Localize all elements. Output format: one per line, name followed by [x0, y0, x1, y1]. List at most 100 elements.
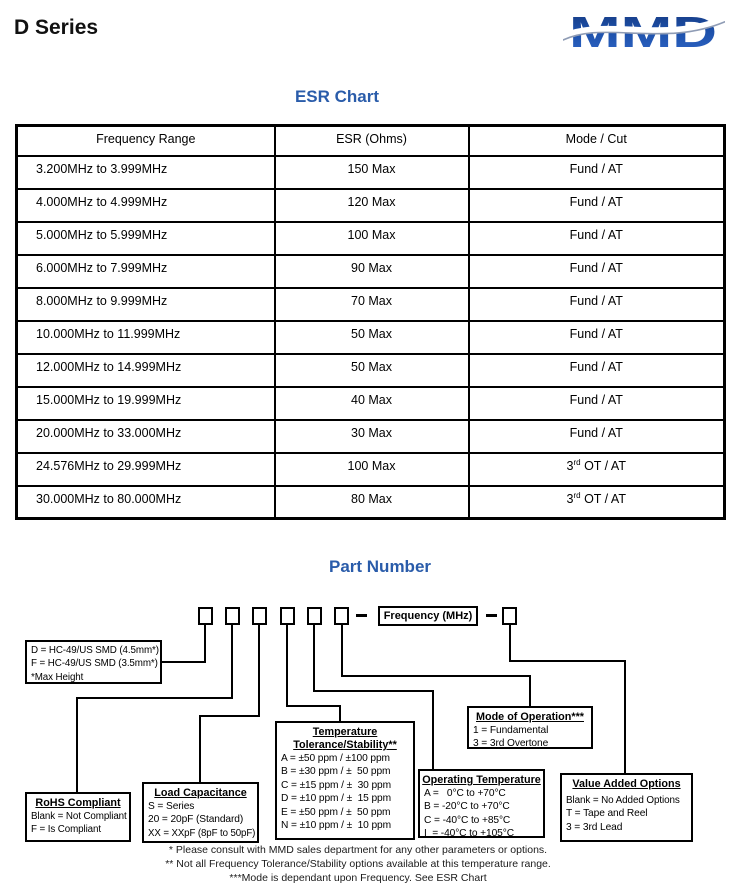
value-added-options-legend-box: Value Added Options Blank = No Added Opt… — [560, 773, 693, 842]
connector-line — [624, 660, 626, 774]
legend-title: Mode of Operation*** — [476, 711, 584, 723]
legend-line: D = HC-49/US SMD (4.5mm*) — [31, 645, 159, 656]
connector-line — [432, 690, 434, 770]
table-row: 8.000MHz to 9.999MHz 70 Max Fund / AT — [15, 286, 726, 322]
pn-digit-box-mode — [334, 607, 349, 625]
legend-line: 20 = 20pF (Standard) — [148, 814, 244, 826]
connector-line — [76, 697, 78, 793]
mode-cell: Fund / AT — [467, 286, 726, 322]
mode-cell: Fund / AT — [467, 319, 726, 355]
table-row: 30.000MHz to 80.000MHz 80 Max 3rd OT / A… — [15, 484, 726, 520]
frequency-box: Frequency (MHz) — [378, 606, 478, 626]
connector-line — [199, 715, 260, 717]
mode-cell: Fund / AT — [467, 154, 726, 190]
esr-cell: 90 Max — [273, 253, 470, 289]
esr-table-container: Frequency Range ESR (Ohms) Mode / Cut 3.… — [15, 124, 726, 520]
legend-line: T = Tape and Reel — [566, 808, 648, 820]
legend-line: A = 0°C to +70°C — [424, 788, 506, 799]
esr-cell: 30 Max — [273, 418, 470, 454]
load-capacitance-legend-box: Load Capacitance S = Series 20 = 20pF (S… — [142, 782, 259, 843]
table-row: 15.000MHz to 19.999MHz 40 Max Fund / AT — [15, 385, 726, 421]
table-row: 10.000MHz to 11.999MHz 50 Max Fund / AT — [15, 319, 726, 355]
connector-line — [529, 675, 531, 707]
esr-cell: 150 Max — [273, 154, 470, 190]
footnote-2: ** Not all Frequency Tolerance/Stability… — [165, 858, 551, 870]
esr-cell: 50 Max — [273, 319, 470, 355]
mode-cell: Fund / AT — [467, 253, 726, 289]
mode-cell: Fund / AT — [467, 385, 726, 421]
temperature-tolerance-legend-box: Temperature Tolerance/Stability** A = ±5… — [275, 721, 415, 840]
connector-line — [341, 625, 343, 677]
mode-cell: Fund / AT — [467, 220, 726, 256]
col-header-frequency-range: Frequency Range — [15, 124, 276, 157]
legend-line: C = ±15 ppm / ± 30 ppm — [281, 779, 391, 791]
esr-cell: 50 Max — [273, 352, 470, 388]
legend-line: C = -40°C to +85°C — [424, 814, 511, 826]
freq-range-cell: 15.000MHz to 19.999MHz — [15, 385, 276, 421]
connector-line — [204, 625, 206, 663]
legend-line: F = Is Compliant — [31, 824, 101, 836]
table-row: 12.000MHz to 14.999MHz 50 Max Fund / AT — [15, 352, 726, 388]
mode-cell: Fund / AT — [467, 187, 726, 223]
legend-title: Temperature — [312, 726, 378, 738]
legend-line: F = HC-49/US SMD (3.5mm*) — [31, 658, 158, 670]
legend-line: 1 = Fundamental — [473, 725, 549, 736]
legend-line: Blank = Not Compliant — [31, 811, 127, 822]
part-number-heading: Part Number — [328, 557, 432, 576]
freq-range-cell: 30.000MHz to 80.000MHz — [15, 484, 276, 520]
legend-line: XX = XXpF (8pF to 50pF) — [148, 827, 256, 839]
table-row: 3.200MHz to 3.999MHz 150 Max Fund / AT — [15, 154, 726, 190]
legend-title: RoHS Compliant — [35, 797, 121, 809]
legend-line: N = ±10 ppm / ± 10 ppm — [281, 820, 391, 832]
pn-digit-box-package — [198, 607, 213, 625]
operating-temperature-legend-box: Operating Temperature A = 0°C to +70°C B… — [418, 769, 545, 840]
freq-range-cell: 6.000MHz to 7.999MHz — [15, 253, 276, 289]
connector-line — [76, 697, 233, 699]
legend-line: 3 = 3rd Lead — [566, 821, 623, 833]
mode-cell: 3rd OT / AT — [467, 451, 726, 487]
connector-line — [509, 625, 511, 662]
freq-range-cell: 5.000MHz to 5.999MHz — [15, 220, 276, 256]
esr-chart-heading: ESR Chart — [294, 87, 380, 106]
connector-line — [313, 625, 315, 692]
legend-line: S = Series — [148, 801, 195, 812]
connector-line — [509, 660, 626, 662]
mode-cell: Fund / AT — [467, 352, 726, 388]
esr-cell: 70 Max — [273, 286, 470, 322]
freq-range-cell: 4.000MHz to 4.999MHz — [15, 187, 276, 223]
legend-title: Operating Temperature — [422, 774, 541, 786]
legend-title: Load Capacitance — [154, 787, 247, 799]
dash-separator — [486, 614, 497, 617]
esr-cell: 80 Max — [273, 484, 470, 520]
table-row: 6.000MHz to 7.999MHz 90 Max Fund / AT — [15, 253, 726, 289]
esr-header-row: Frequency Range ESR (Ohms) Mode / Cut — [15, 124, 726, 157]
footnote-3: ***Mode is dependant upon Frequency. See… — [229, 872, 487, 884]
pn-digit-box-temperature — [280, 607, 295, 625]
freq-range-cell: 24.576MHz to 29.999MHz — [15, 451, 276, 487]
legend-line: I = -40°C to +105°C — [424, 828, 514, 840]
table-row: 20.000MHz to 33.000MHz 30 Max Fund / AT — [15, 418, 726, 454]
pn-digit-box-operating-temperature — [307, 607, 322, 625]
footnotes: * Please consult with MMD sales departme… — [0, 843, 716, 885]
mmd-logo-graphic: MMD — [557, 8, 731, 57]
pn-digit-box-rohs — [225, 607, 240, 625]
footnote-1: * Please consult with MMD sales departme… — [168, 844, 548, 856]
legend-line: 3 = 3rd Overtone — [473, 738, 549, 750]
legend-line: A = ±50 ppm / ±100 ppm — [281, 753, 390, 764]
connector-line — [286, 705, 341, 707]
connector-line — [199, 715, 201, 783]
legend-line: E = ±50 ppm / ± 50 ppm — [281, 806, 391, 818]
legend-title: Value Added Options — [572, 778, 681, 790]
connector-line — [313, 690, 434, 692]
mode-cell: 3rd OT / AT — [467, 484, 726, 520]
table-row: 4.000MHz to 4.999MHz 120 Max Fund / AT — [15, 187, 726, 223]
legend-line: Blank = No Added Options — [566, 795, 680, 806]
legend-line: B = ±30 ppm / ± 50 ppm — [281, 766, 391, 778]
connector-line — [231, 625, 233, 699]
esr-table: Frequency Range ESR (Ohms) Mode / Cut 3.… — [15, 124, 726, 520]
col-header-esr-ohms: ESR (Ohms) — [273, 124, 470, 157]
esr-cell: 40 Max — [273, 385, 470, 421]
freq-range-cell: 8.000MHz to 9.999MHz — [15, 286, 276, 322]
mode-cell: Fund / AT — [467, 418, 726, 454]
